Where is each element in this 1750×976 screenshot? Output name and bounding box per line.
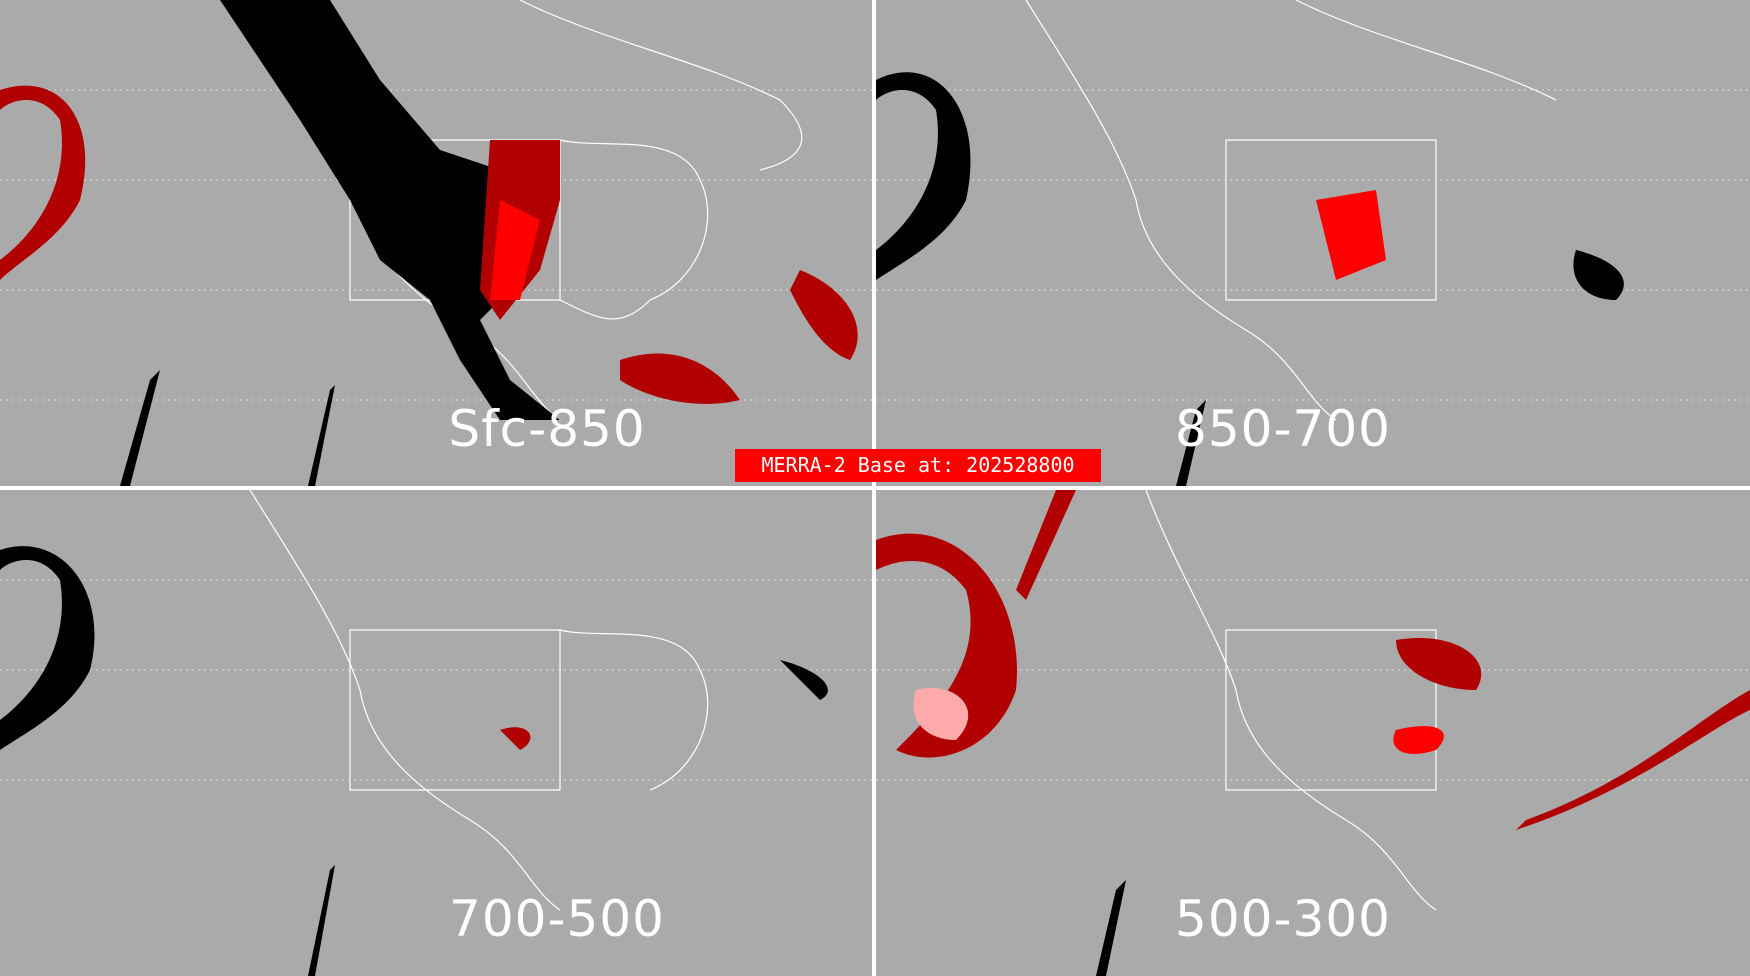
panel-850-700: 850-700 bbox=[876, 0, 1750, 486]
panel-sfc-850: Sfc-850 bbox=[0, 0, 872, 486]
panel-label: 500-300 bbox=[1175, 890, 1391, 948]
horizontal-divider bbox=[0, 486, 1750, 490]
map-500-300 bbox=[876, 490, 1750, 976]
map-700-500 bbox=[0, 490, 872, 976]
panel-label: Sfc-850 bbox=[448, 400, 646, 458]
panel-700-500: 700-500 bbox=[0, 490, 872, 976]
panel-label: 850-700 bbox=[1175, 400, 1391, 458]
map-850-700 bbox=[876, 0, 1750, 486]
map-sfc-850 bbox=[0, 0, 872, 486]
title-label: MERRA-2 Base at: 202528800 bbox=[735, 449, 1101, 482]
panel-label: 700-500 bbox=[449, 890, 665, 948]
panel-500-300: 500-300 bbox=[876, 490, 1750, 976]
